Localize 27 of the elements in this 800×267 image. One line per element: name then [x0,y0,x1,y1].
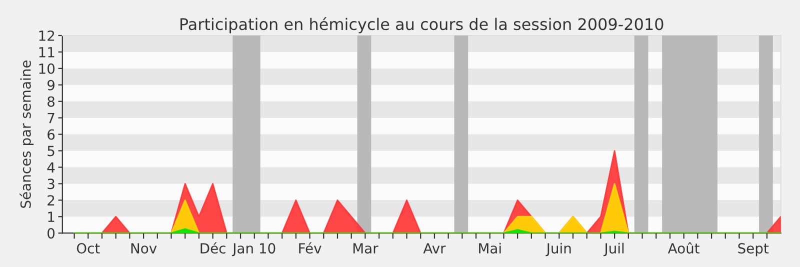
x-tick-label: Avr [423,243,446,254]
x-tick-label: Août [668,242,700,254]
y-tick-label: 5 [48,146,54,156]
x-tick-label: Oct [76,243,100,254]
x-tick-label: Sept [738,243,769,256]
y-axis-title: Séances par semaine [20,60,34,208]
y-tick-label: 10 [39,63,55,74]
y-tick-label: 4 [47,162,55,173]
x-tick-label: Nov [131,243,157,254]
x-tick-label: Fév [299,242,322,254]
x-tick-label: Mai [479,242,501,254]
x-tick-label: Jan 10 [232,243,276,256]
y-tick-label: 6 [48,129,55,140]
y-tick-label: 3 [48,178,54,190]
chart-title: Participation en hémicycle au cours de la session 2009-2010 [180,17,664,34]
y-tick-label: 1 [48,212,54,222]
x-tick-label: Juin [546,242,571,256]
x-tick-label: Juil [604,242,624,256]
y-tick-label: 9 [47,80,54,90]
y-tick-label: 0 [48,228,55,239]
y-tick-label: 11 [39,47,54,58]
x-tick-label: Mar [353,243,378,254]
y-tick-label: 7 [48,112,54,124]
y-tick-label: 2 [48,195,54,206]
x-tick-label: Déc [200,242,226,254]
y-tick-label: 8 [48,96,55,107]
y-tick-label: 12 [39,30,54,41]
